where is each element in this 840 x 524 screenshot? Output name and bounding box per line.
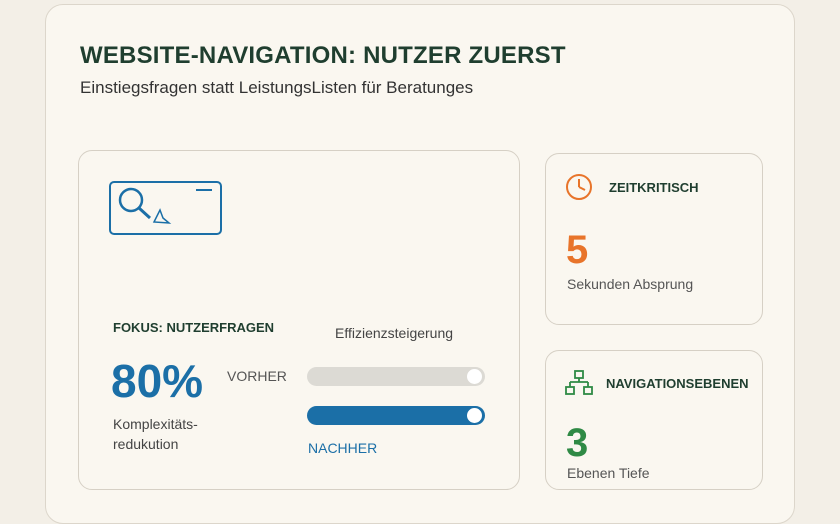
time-critical-heading: ZEITKRITISCH: [609, 180, 699, 195]
focus-label: FOKUS: NUTZERFRAGEN: [113, 320, 275, 335]
before-bar: [307, 367, 485, 386]
sitemap-icon: [565, 370, 593, 395]
nav-levels-value: 3: [566, 421, 589, 465]
browser-search-icon: [109, 181, 222, 235]
reduction-percent: 80%: [111, 355, 204, 407]
page-subtitle: Einstiegsfragen statt LeistungsListen fü…: [80, 78, 474, 97]
after-bar: [307, 406, 485, 425]
page-title: WEBSITE-NAVIGATION: NUTZER ZUERST: [80, 42, 566, 69]
nav-levels-heading: NAVIGATIONSEBENEN: [606, 376, 749, 391]
time-critical-panel: [545, 153, 763, 325]
time-critical-desc: Sekunden Absprung: [567, 276, 694, 292]
after-label: NACHHER: [308, 440, 378, 456]
before-label: VORHER: [227, 368, 287, 384]
nav-levels-desc: Ebenen Tiefe: [567, 465, 650, 481]
efficiency-label: Effizienzsteigerung: [335, 325, 454, 341]
before-bar-knob: [467, 369, 482, 384]
focus-panel: [78, 150, 520, 490]
clock-icon: [566, 174, 592, 200]
nav-levels-panel: [545, 350, 763, 490]
time-critical-value: 5: [566, 228, 589, 272]
after-bar-knob: [467, 408, 482, 423]
reduction-description: Komplexitäts-redukution: [113, 416, 198, 452]
